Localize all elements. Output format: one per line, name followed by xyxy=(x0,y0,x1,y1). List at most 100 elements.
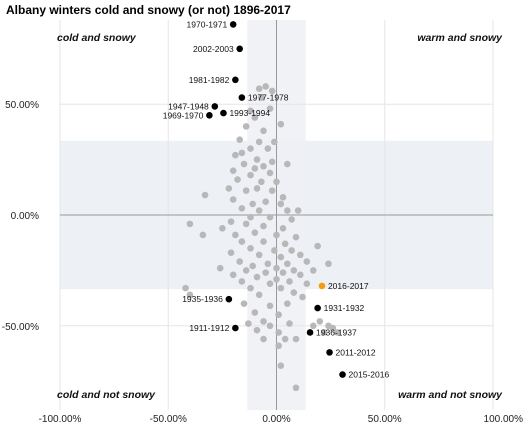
background-point xyxy=(297,251,304,259)
background-point xyxy=(271,138,278,146)
background-point xyxy=(232,231,239,239)
background-point xyxy=(251,309,259,316)
background-point xyxy=(249,200,256,208)
background-point xyxy=(260,222,267,230)
quadrant-label-top-left: cold and snowy xyxy=(57,32,137,44)
data-points xyxy=(182,21,346,392)
quadrant-label-top-right: warm and snowy xyxy=(417,32,503,44)
background-point xyxy=(325,260,332,268)
background-point xyxy=(271,247,278,254)
labeled-point xyxy=(220,109,227,117)
background-point xyxy=(277,284,285,292)
background-point xyxy=(273,178,280,186)
background-point xyxy=(292,384,300,392)
labeled-point xyxy=(225,295,233,303)
quadrant-labels: cold and snowy warm and snowy cold and not… xyxy=(57,32,503,401)
background-point xyxy=(245,320,252,327)
background-point xyxy=(236,136,243,143)
background-point xyxy=(242,220,250,228)
x-tick-label: 0.00% xyxy=(262,414,290,425)
background-point xyxy=(273,264,280,272)
zero-axes xyxy=(60,20,493,410)
background-point xyxy=(275,329,282,336)
background-point xyxy=(262,269,269,276)
background-point xyxy=(253,273,261,281)
background-point xyxy=(199,231,207,239)
background-point xyxy=(264,260,272,268)
chart-title: Albany winters cold and snowy (or not) 1… xyxy=(6,3,291,17)
background-point xyxy=(277,120,285,128)
background-point xyxy=(240,300,248,307)
background-point xyxy=(260,318,267,325)
x-tick-label: 100.00% xyxy=(484,414,524,425)
background-point xyxy=(236,258,243,265)
background-point xyxy=(227,218,235,225)
y-tick-label: -50.00% xyxy=(2,322,39,333)
background-point xyxy=(268,187,276,194)
labeled-point xyxy=(232,76,239,84)
background-point xyxy=(247,145,254,152)
background-point xyxy=(186,291,194,299)
background-point xyxy=(281,240,289,248)
background-point xyxy=(247,213,254,221)
point-label: 1981-1982 xyxy=(189,75,230,85)
background-point xyxy=(320,329,328,336)
background-point xyxy=(299,293,306,301)
background-point xyxy=(251,165,259,172)
labeled-point xyxy=(306,329,314,336)
background-point xyxy=(238,238,246,245)
background-point xyxy=(260,127,267,135)
point-label: 1969-1970 xyxy=(163,110,204,120)
labeled-point xyxy=(211,103,219,110)
background-point xyxy=(264,145,272,152)
background-point xyxy=(247,284,254,292)
background-point xyxy=(290,289,298,296)
background-point xyxy=(238,278,246,285)
background-point xyxy=(260,335,267,343)
background-point xyxy=(253,156,261,163)
labeled-point xyxy=(326,349,333,356)
labeled-point xyxy=(229,21,237,28)
background-point xyxy=(201,191,209,199)
point-label: 2016-2017 xyxy=(328,281,369,291)
background-point xyxy=(255,207,263,214)
background-point xyxy=(292,233,300,241)
point-label: 1977-1978 xyxy=(248,93,289,103)
background-point xyxy=(279,193,287,201)
background-point xyxy=(292,335,300,343)
background-point xyxy=(216,264,224,272)
background-point xyxy=(251,114,259,121)
y-tick-label: 0.00% xyxy=(11,211,39,222)
background-point xyxy=(242,187,250,194)
background-point xyxy=(247,107,254,115)
labeled-point xyxy=(232,324,239,332)
background-point xyxy=(275,311,282,319)
background-point xyxy=(255,251,263,259)
background-point xyxy=(240,160,248,168)
background-point xyxy=(316,318,324,325)
point-label: 1931-1932 xyxy=(324,303,365,313)
labeled-point xyxy=(236,45,243,53)
background-point xyxy=(232,151,239,159)
background-point xyxy=(247,171,254,179)
background-point xyxy=(268,87,276,95)
background-point xyxy=(290,267,298,274)
background-point xyxy=(229,167,237,174)
background-point xyxy=(238,205,246,212)
background-point xyxy=(229,271,237,279)
background-point xyxy=(234,176,241,183)
tick-labels: 50.00% 0.00% -50.00% -100.00% -50.00% 0.00% 50… xyxy=(2,100,523,425)
background-point xyxy=(297,271,304,279)
point-label: 1911-1912 xyxy=(189,323,229,333)
quadrant-label-bottom-left: cold and not snowy xyxy=(57,389,156,401)
background-point xyxy=(333,329,341,336)
background-point xyxy=(286,278,293,285)
labeled-point xyxy=(238,94,246,101)
background-point xyxy=(242,123,250,130)
background-point xyxy=(277,200,285,208)
background-point xyxy=(277,362,285,369)
background-point xyxy=(260,238,267,245)
point-label: 1935-1936 xyxy=(182,294,223,304)
background-point xyxy=(288,247,295,254)
